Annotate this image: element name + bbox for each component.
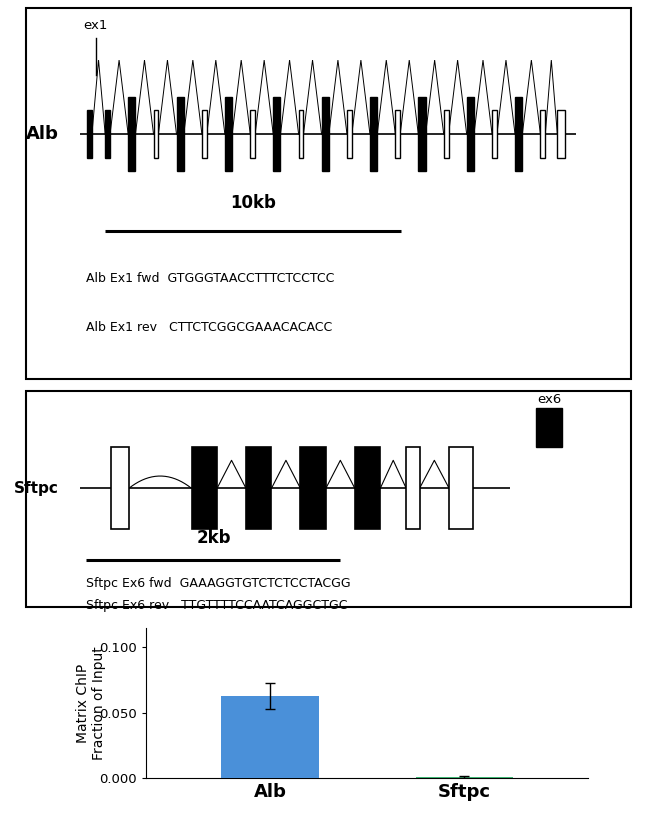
Bar <box>536 408 562 447</box>
Bar <box>515 97 523 171</box>
Text: ex1: ex1 <box>83 20 108 33</box>
Bar <box>111 447 129 530</box>
Text: Alb Ex1 fwd  GTGGGTAACCTTTCTCCTCC: Alb Ex1 fwd GTGGGTAACCTTTCTCCTCC <box>86 272 335 285</box>
Bar <box>153 110 159 158</box>
Text: Sftpc Ex6 fwd  GAAAGGTGTCTCTCCTACGG: Sftpc Ex6 fwd GAAAGGTGTCTCTCCTACGG <box>86 577 351 590</box>
Bar <box>298 110 304 158</box>
Bar <box>347 110 352 158</box>
Text: Sftpc Ex6 rev   TTGTTTTCCAATCAGGCTGC: Sftpc Ex6 rev TTGTTTTCCAATCAGGCTGC <box>86 598 348 611</box>
Bar <box>355 447 380 530</box>
Text: Alb Ex1 rev   CTTCTCGGCGAAACACACC: Alb Ex1 rev CTTCTCGGCGAAACACACC <box>86 320 333 333</box>
Bar <box>128 97 135 171</box>
Bar <box>540 110 545 158</box>
Bar <box>222 696 318 778</box>
Text: 10kb: 10kb <box>229 194 276 212</box>
FancyBboxPatch shape <box>26 391 630 607</box>
Text: 2kb: 2kb <box>196 529 231 547</box>
Bar <box>419 97 426 171</box>
Bar <box>246 447 272 530</box>
Bar <box>395 110 400 158</box>
Bar <box>416 777 513 778</box>
Bar <box>300 447 326 530</box>
Text: Alb: Alb <box>27 126 59 143</box>
Bar <box>87 110 92 158</box>
FancyBboxPatch shape <box>26 8 630 379</box>
Bar <box>105 110 110 158</box>
Bar <box>444 110 448 158</box>
Text: ex6: ex6 <box>537 394 561 407</box>
Y-axis label: Matrix ChIP
Fraction of Input: Matrix ChIP Fraction of Input <box>76 646 106 760</box>
Bar <box>225 97 232 171</box>
Text: Sftpc: Sftpc <box>14 481 59 496</box>
Bar <box>449 447 473 530</box>
Bar <box>273 97 281 171</box>
Bar <box>322 97 329 171</box>
Bar <box>557 110 565 158</box>
Bar <box>467 97 474 171</box>
Bar <box>177 97 184 171</box>
Bar <box>370 97 377 171</box>
Bar <box>202 110 207 158</box>
Bar <box>250 110 255 158</box>
Bar <box>406 447 419 530</box>
Bar <box>492 110 497 158</box>
Bar <box>192 447 217 530</box>
